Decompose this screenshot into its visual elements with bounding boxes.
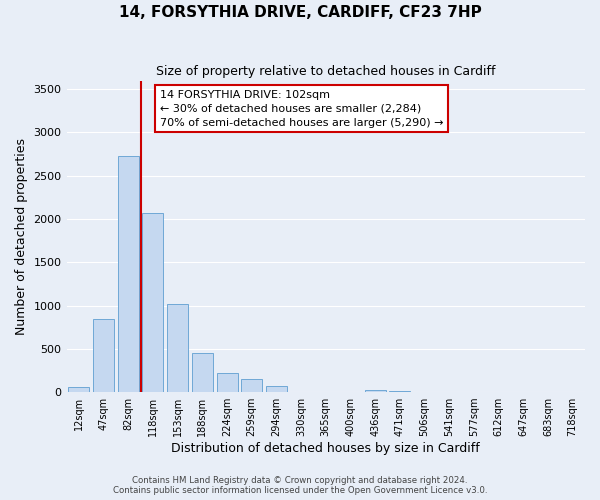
Bar — [93, 318, 114, 392]
Bar — [389, 391, 410, 392]
Bar — [142, 212, 163, 392]
Bar — [118, 156, 139, 392]
Bar — [167, 304, 188, 392]
Bar — [266, 386, 287, 392]
Text: 14 FORSYTHIA DRIVE: 102sqm
← 30% of detached houses are smaller (2,284)
70% of s: 14 FORSYTHIA DRIVE: 102sqm ← 30% of deta… — [160, 90, 443, 128]
Bar — [192, 352, 213, 392]
Bar — [241, 379, 262, 392]
X-axis label: Distribution of detached houses by size in Cardiff: Distribution of detached houses by size … — [172, 442, 480, 455]
Y-axis label: Number of detached properties: Number of detached properties — [15, 138, 28, 335]
Text: Contains HM Land Registry data © Crown copyright and database right 2024.
Contai: Contains HM Land Registry data © Crown c… — [113, 476, 487, 495]
Bar — [365, 390, 386, 392]
Bar — [217, 374, 238, 392]
Text: 14, FORSYTHIA DRIVE, CARDIFF, CF23 7HP: 14, FORSYTHIA DRIVE, CARDIFF, CF23 7HP — [119, 5, 481, 20]
Title: Size of property relative to detached houses in Cardiff: Size of property relative to detached ho… — [156, 65, 496, 78]
Bar — [68, 387, 89, 392]
